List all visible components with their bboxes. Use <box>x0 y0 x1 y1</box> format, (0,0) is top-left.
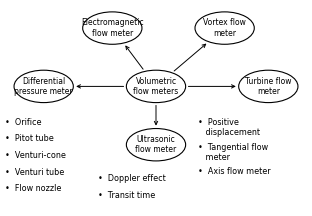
Ellipse shape <box>126 70 186 103</box>
Text: Ultrasonic
flow meter: Ultrasonic flow meter <box>135 135 177 154</box>
Ellipse shape <box>83 12 142 44</box>
Text: •  Flow nozzle: • Flow nozzle <box>5 184 61 193</box>
Text: •  Orifice: • Orifice <box>5 118 41 127</box>
Text: •  Venturi-cone: • Venturi-cone <box>5 151 66 160</box>
Text: Differential
pressure meter: Differential pressure meter <box>14 77 73 96</box>
Text: •  Pitot tube: • Pitot tube <box>5 134 53 143</box>
Ellipse shape <box>195 12 254 44</box>
Text: Volumetric
flow meters: Volumetric flow meters <box>133 77 179 96</box>
Text: •  Axis flow meter: • Axis flow meter <box>198 167 271 176</box>
Text: •  Doppler effect: • Doppler effect <box>98 174 166 183</box>
Ellipse shape <box>126 129 186 161</box>
Text: •  Tangential flow
   meter: • Tangential flow meter <box>198 143 268 162</box>
Text: Turbine flow
meter: Turbine flow meter <box>245 77 292 96</box>
Text: Electromagnetic
flow meter: Electromagnetic flow meter <box>81 18 144 38</box>
Ellipse shape <box>14 70 73 103</box>
Ellipse shape <box>239 70 298 103</box>
Text: •  Venturi tube: • Venturi tube <box>5 168 64 177</box>
Text: Vortex flow
meter: Vortex flow meter <box>203 18 246 38</box>
Text: •  Positive
   displacement: • Positive displacement <box>198 118 260 137</box>
Text: •  Transit time: • Transit time <box>98 191 155 200</box>
